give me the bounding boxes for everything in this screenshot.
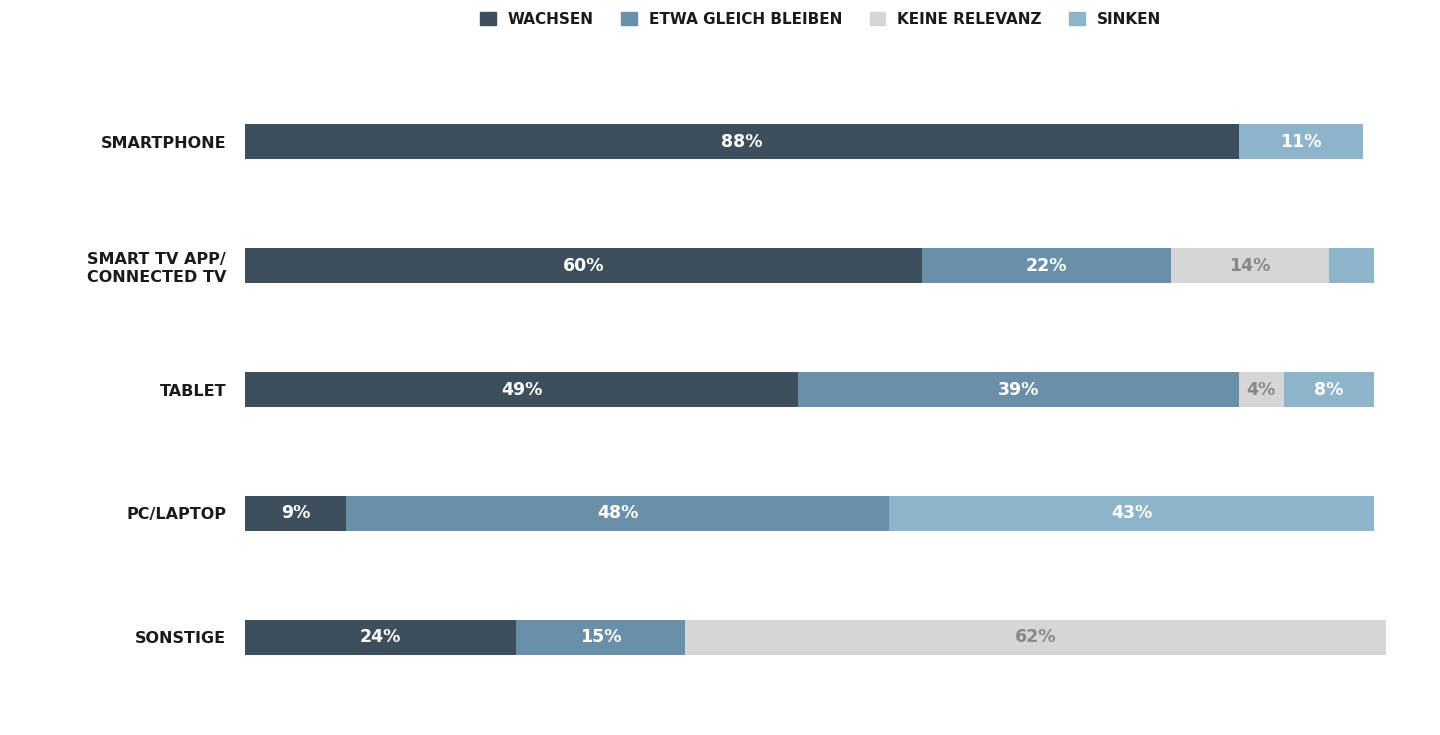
Bar xyxy=(1238,372,1284,407)
Bar xyxy=(923,248,1171,283)
Text: 39%: 39% xyxy=(998,381,1040,398)
Text: 48%: 48% xyxy=(596,504,638,523)
Text: 49%: 49% xyxy=(501,381,543,398)
Text: 11%: 11% xyxy=(1280,133,1322,151)
Bar xyxy=(1284,372,1374,407)
Text: 15%: 15% xyxy=(580,628,621,646)
Bar xyxy=(1171,248,1329,283)
Bar xyxy=(516,620,685,655)
Text: 14%: 14% xyxy=(1230,257,1270,275)
Bar xyxy=(347,496,888,531)
Bar xyxy=(685,620,1385,655)
Text: 62%: 62% xyxy=(1015,628,1056,646)
Text: 4%: 4% xyxy=(1247,381,1276,398)
Bar xyxy=(1238,124,1362,159)
Bar xyxy=(245,124,1238,159)
Bar xyxy=(245,620,516,655)
Bar xyxy=(1329,248,1374,283)
Bar xyxy=(245,496,347,531)
Bar xyxy=(245,372,798,407)
Legend: WACHSEN, ETWA GLEICH BLEIBEN, KEINE RELEVANZ, SINKEN: WACHSEN, ETWA GLEICH BLEIBEN, KEINE RELE… xyxy=(481,12,1161,26)
Text: 88%: 88% xyxy=(721,133,763,151)
Bar xyxy=(798,372,1238,407)
Text: 60%: 60% xyxy=(563,257,605,275)
Text: 22%: 22% xyxy=(1025,257,1067,275)
Text: 8%: 8% xyxy=(1315,381,1344,398)
Text: 9%: 9% xyxy=(281,504,310,523)
Text: 43%: 43% xyxy=(1110,504,1152,523)
Text: 24%: 24% xyxy=(360,628,400,646)
Bar xyxy=(888,496,1374,531)
Bar xyxy=(245,248,923,283)
